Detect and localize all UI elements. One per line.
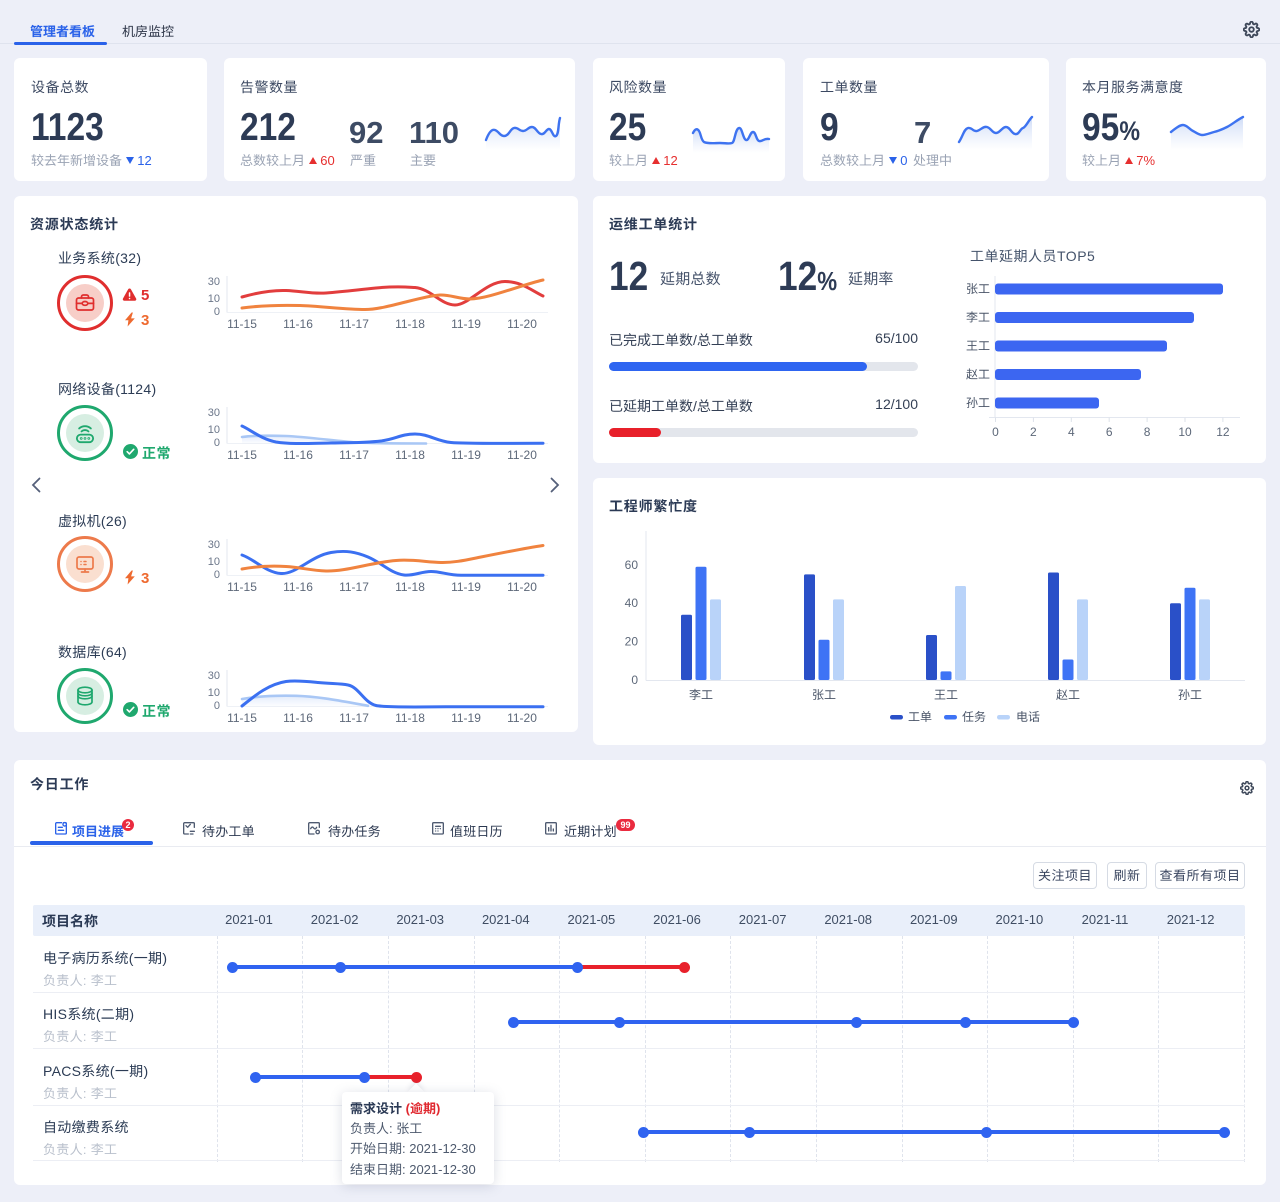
svg-text:11-16: 11-16: [283, 448, 313, 462]
svg-text:11-19: 11-19: [451, 711, 481, 725]
svg-text:11-20: 11-20: [507, 448, 537, 462]
svg-text:赵工: 赵工: [966, 368, 990, 382]
svg-text:11-15: 11-15: [227, 448, 257, 462]
svg-text:12: 12: [1216, 425, 1230, 439]
svg-text:11-19: 11-19: [451, 580, 481, 594]
svg-text:11-17: 11-17: [339, 317, 369, 331]
svg-text:10: 10: [208, 293, 220, 305]
svg-text:0: 0: [992, 425, 999, 439]
svg-text:0: 0: [214, 700, 220, 712]
svg-text:11-15: 11-15: [227, 711, 257, 725]
svg-text:30: 30: [208, 539, 220, 551]
svg-text:20: 20: [625, 635, 639, 649]
svg-text:4: 4: [1068, 425, 1075, 439]
svg-text:11-20: 11-20: [507, 711, 537, 725]
svg-text:0: 0: [214, 306, 220, 318]
svg-text:11-16: 11-16: [283, 317, 313, 331]
svg-text:11-16: 11-16: [283, 711, 313, 725]
svg-text:30: 30: [208, 276, 220, 288]
svg-text:李工: 李工: [966, 311, 990, 325]
svg-text:张工: 张工: [812, 688, 836, 702]
svg-text:10: 10: [208, 687, 220, 699]
svg-text:40: 40: [625, 596, 639, 610]
svg-text:30: 30: [208, 670, 220, 682]
svg-text:王工: 王工: [934, 688, 958, 702]
svg-text:11-19: 11-19: [451, 317, 481, 331]
svg-text:11-18: 11-18: [395, 317, 425, 331]
svg-text:0: 0: [214, 437, 220, 449]
svg-text:李工: 李工: [689, 688, 713, 702]
svg-text:孙工: 孙工: [966, 396, 990, 410]
svg-text:11-18: 11-18: [395, 580, 425, 594]
svg-text:11-16: 11-16: [283, 580, 313, 594]
svg-text:11-15: 11-15: [227, 317, 257, 331]
svg-text:0: 0: [631, 673, 638, 687]
svg-text:张工: 张工: [966, 282, 990, 296]
svg-text:0: 0: [214, 569, 220, 581]
svg-text:11-17: 11-17: [339, 448, 369, 462]
svg-text:赵工: 赵工: [1056, 688, 1080, 702]
svg-text:11-20: 11-20: [507, 317, 537, 331]
svg-text:11-17: 11-17: [339, 580, 369, 594]
svg-text:11-18: 11-18: [395, 711, 425, 725]
svg-text:10: 10: [1178, 425, 1192, 439]
svg-text:电话: 电话: [1016, 710, 1040, 724]
svg-text:工单: 工单: [908, 710, 932, 724]
svg-text:10: 10: [208, 556, 220, 568]
svg-text:60: 60: [625, 558, 639, 572]
svg-text:6: 6: [1106, 425, 1113, 439]
svg-text:孙工: 孙工: [1178, 688, 1202, 702]
svg-text:任务: 任务: [962, 710, 986, 724]
svg-text:11-15: 11-15: [227, 580, 257, 594]
svg-text:11-19: 11-19: [451, 448, 481, 462]
svg-text:11-17: 11-17: [339, 711, 369, 725]
svg-text:30: 30: [208, 407, 220, 419]
svg-text:10: 10: [208, 424, 220, 436]
svg-text:11-18: 11-18: [395, 448, 425, 462]
svg-text:8: 8: [1144, 425, 1151, 439]
svg-text:2: 2: [1030, 425, 1037, 439]
svg-text:王工: 王工: [966, 339, 990, 353]
svg-text:11-20: 11-20: [507, 580, 537, 594]
